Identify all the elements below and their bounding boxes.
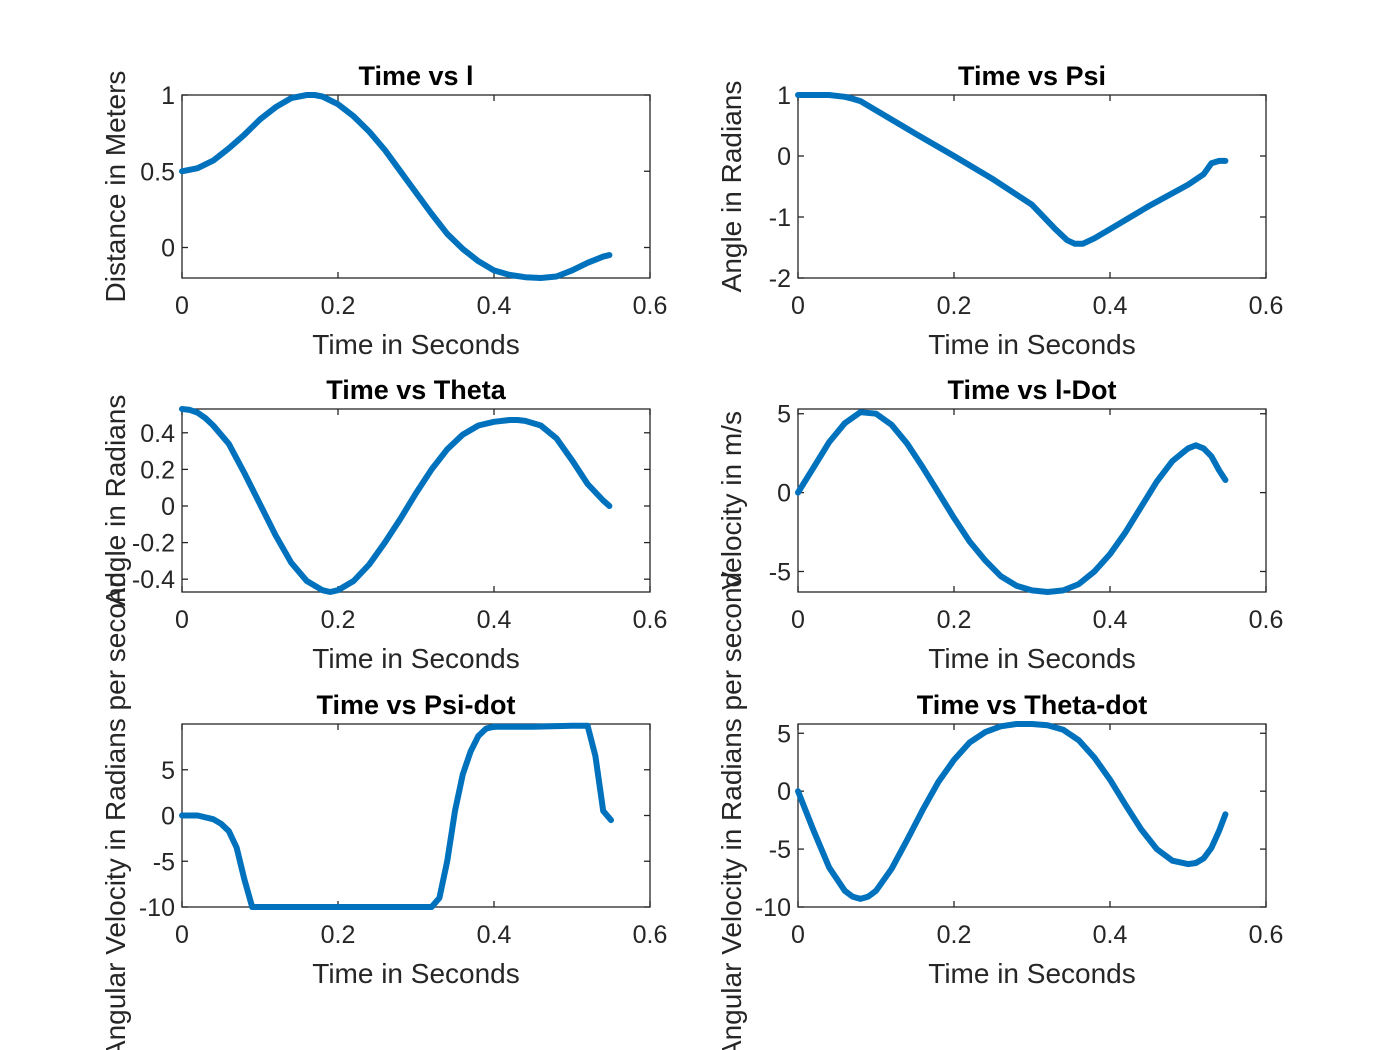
x-tick-label: 0	[175, 292, 189, 320]
x-tick-label: 0.4	[477, 921, 512, 949]
y-tick-label: -10	[139, 894, 175, 922]
x-tick-label: 0.4	[477, 292, 512, 320]
axes-box	[181, 408, 651, 593]
x-tick-label: 0.6	[633, 921, 668, 949]
y-tick-label: -2	[769, 265, 791, 293]
chart-title: Time vs Theta-dot	[917, 690, 1148, 720]
x-tick-label: 0.4	[1093, 292, 1128, 320]
y-axis-label: Angular Velocity in Radians per second	[716, 572, 747, 1050]
x-tick-label: 0	[791, 921, 805, 949]
y-tick-label: 5	[777, 720, 791, 748]
y-axis-label: Velocity in m/s	[716, 411, 747, 590]
x-tick-label: 0.6	[1249, 292, 1284, 320]
y-tick-label: 5	[777, 401, 791, 429]
y-axis-label: Distance in Meters	[100, 71, 131, 303]
y-axis-label: Angle in Radians	[100, 395, 131, 607]
chart-title: Time vs Theta	[326, 375, 507, 405]
y-tick-label: 0	[161, 493, 175, 521]
axes-box	[181, 94, 651, 279]
y-tick-label: 0	[161, 235, 175, 263]
y-tick-label: -5	[769, 558, 791, 586]
y-tick-label: 0	[777, 480, 791, 508]
x-tick-label: 0	[791, 292, 805, 320]
x-tick-label: 0.6	[1249, 921, 1284, 949]
y-tick-label: -0.4	[132, 566, 175, 594]
chart-title: Time vs l-Dot	[947, 375, 1116, 405]
x-axis-label: Time in Seconds	[312, 329, 520, 360]
axes-box	[181, 723, 651, 908]
axes-box	[797, 408, 1267, 593]
x-tick-label: 0	[175, 606, 189, 634]
y-tick-label: -5	[769, 836, 791, 864]
x-axis-label: Time in Seconds	[312, 643, 520, 674]
x-tick-label: 0.2	[937, 921, 972, 949]
subplot-1: 0 0.2 0.4 0.6 0 0.5 1 Time vs l Time in Seconds D…	[100, 61, 667, 360]
x-tick-label: 0.2	[937, 606, 972, 634]
series-line	[795, 721, 1229, 902]
axes-box	[797, 723, 1267, 908]
x-tick-label: 0.2	[321, 606, 356, 634]
y-tick-label: -0.2	[132, 530, 175, 558]
y-tick-label: -10	[755, 894, 791, 922]
y-tick-label: 0.4	[140, 420, 175, 448]
x-tick-label: 0.4	[477, 606, 512, 634]
y-tick-label: 1	[161, 82, 175, 110]
y-tick-label: 5	[161, 757, 175, 785]
y-tick-label: 0.2	[140, 456, 175, 484]
x-tick-label: 0	[175, 921, 189, 949]
subplot-6: 0 0.2 0.4 0.6 -10 -5 0 5 Time vs Theta-dot Time i…	[716, 572, 1283, 1050]
subplot-2: 0 0.2 0.4 0.6 -2 -1 0 1 Time vs Psi Time in Secon…	[716, 61, 1283, 360]
x-tick-label: 0.6	[1249, 606, 1284, 634]
x-tick-label: 0.6	[633, 292, 668, 320]
y-axis-label: Angular Velocity in Radians per second	[100, 572, 131, 1050]
x-tick-label: 0.6	[633, 606, 668, 634]
series-line	[179, 722, 614, 910]
x-tick-label: 0.4	[1093, 921, 1128, 949]
y-tick-label: -5	[153, 848, 175, 876]
series-line	[179, 92, 613, 281]
series-line	[179, 406, 613, 595]
series-line	[795, 92, 1229, 247]
x-tick-label: 0.2	[937, 292, 972, 320]
y-tick-label: 0.5	[140, 158, 175, 186]
axes-box	[797, 94, 1267, 279]
chart-title: Time vs Psi-dot	[316, 690, 515, 720]
x-axis-label: Time in Seconds	[312, 958, 520, 989]
x-tick-label: 0.2	[321, 921, 356, 949]
series-line	[795, 409, 1229, 595]
chart-title: Time vs l	[358, 61, 473, 91]
y-axis-label: Angle in Radians	[716, 81, 747, 293]
y-tick-label: -1	[769, 204, 791, 232]
x-axis-label: Time in Seconds	[928, 958, 1136, 989]
chart-title: Time vs Psi	[958, 61, 1106, 91]
x-axis-label: Time in Seconds	[928, 643, 1136, 674]
y-tick-label: 0	[777, 143, 791, 171]
subplot-3: 0 0.2 0.4 0.6 -0.4 -0.2 0 0.2 0.4 Time vs Theta Ti…	[100, 375, 667, 674]
x-tick-label: 0.4	[1093, 606, 1128, 634]
y-tick-label: 0	[777, 778, 791, 806]
x-tick-label: 0	[791, 606, 805, 634]
y-tick-label: 0	[161, 803, 175, 831]
x-axis-label: Time in Seconds	[928, 329, 1136, 360]
x-tick-label: 0.2	[321, 292, 356, 320]
subplot-5: 0 0.2 0.4 0.6 -10 -5 0 5 Time vs Psi-dot Time in …	[100, 572, 667, 1050]
y-tick-label: 1	[777, 82, 791, 110]
